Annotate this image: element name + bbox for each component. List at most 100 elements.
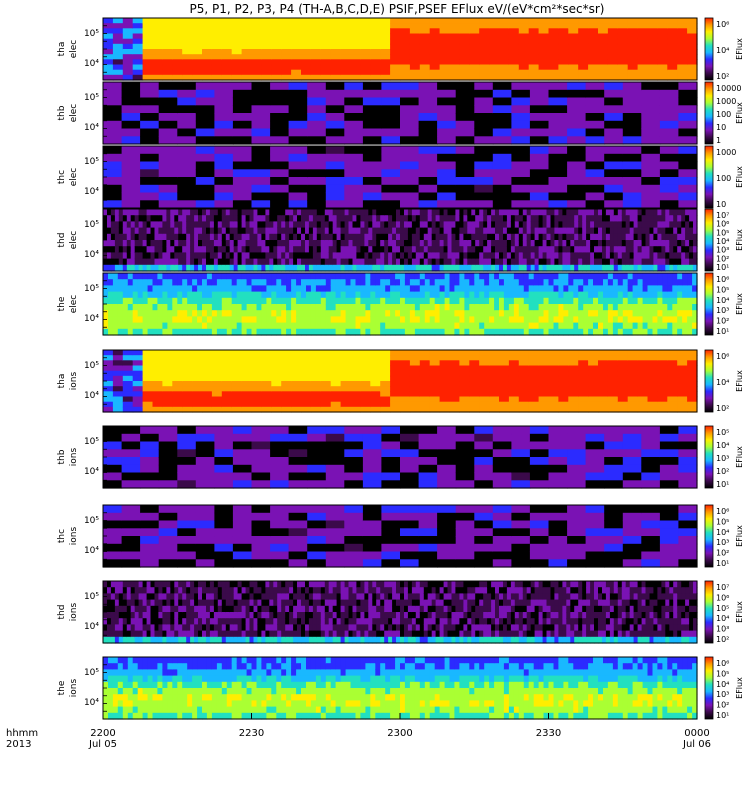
heatmap-cell	[538, 365, 550, 372]
heatmap-cell	[528, 18, 540, 24]
heatmap-cell	[657, 227, 662, 235]
heatmap-cell	[167, 279, 173, 286]
heatmap-cell	[400, 279, 406, 286]
heatmap-cell	[162, 215, 167, 222]
heatmap-cell	[370, 370, 381, 377]
heatmap-cell	[158, 192, 178, 201]
heatmap-cell	[344, 215, 350, 222]
heatmap-cell	[678, 153, 698, 163]
heatmap-cell	[265, 215, 270, 222]
heatmap-cell	[641, 233, 647, 241]
heatmap-cell	[548, 38, 559, 45]
heatmap-cell	[103, 146, 123, 155]
heatmap-cell	[692, 316, 698, 324]
heatmap-cell	[121, 82, 141, 91]
heatmap-cell	[434, 316, 441, 324]
heatmap-cell	[627, 355, 639, 361]
heatmap-cell	[607, 69, 619, 76]
heatmap-cell	[162, 233, 167, 241]
heatmap-cell	[330, 69, 342, 76]
heatmap-cell	[270, 105, 290, 114]
heatmap-cell	[251, 54, 262, 60]
heatmap-cell	[209, 252, 215, 260]
heatmap-cell	[444, 273, 451, 280]
heatmap-cell	[550, 227, 556, 235]
heatmap-cell	[320, 310, 327, 317]
heatmap-cell	[162, 365, 173, 372]
heatmap-cell	[281, 291, 287, 299]
heatmap-cell	[459, 23, 470, 29]
heatmap-cell	[627, 273, 634, 280]
heatmap-cell	[538, 258, 544, 266]
heatmap-cell	[162, 316, 168, 324]
heatmap-cell	[344, 449, 364, 458]
heatmap-cell	[629, 258, 635, 266]
heatmap-cell	[231, 396, 243, 403]
heatmap-cell	[281, 233, 286, 241]
heatmap-cell	[281, 215, 286, 222]
heatmap-cell	[217, 209, 223, 216]
heatmap-cell	[568, 273, 574, 280]
heatmap-cell	[142, 221, 148, 229]
heatmap-cell	[385, 279, 391, 286]
heatmap-cell	[202, 209, 207, 216]
heatmap-cell	[273, 227, 278, 235]
heatmap-cell	[270, 441, 290, 450]
heatmap-cell	[213, 258, 219, 266]
heatmap-cell	[528, 291, 535, 299]
heatmap-cell	[251, 69, 262, 76]
heatmap-cell	[492, 177, 512, 186]
heatmap-cell	[573, 279, 579, 286]
heatmap-cell	[271, 350, 282, 356]
colorbar-tick-label: 100	[716, 110, 731, 119]
heatmap-cell	[355, 285, 361, 293]
heatmap-cell	[345, 328, 352, 336]
heatmap-cell	[400, 381, 411, 387]
heatmap-cell	[672, 316, 678, 324]
heatmap-cell	[355, 328, 361, 336]
heatmap-cell	[627, 386, 639, 392]
heatmap-cell	[270, 128, 290, 137]
heatmap-cell	[451, 221, 457, 229]
heatmap-cell	[142, 297, 149, 305]
heatmap-cell	[270, 457, 290, 466]
heatmap-cell	[554, 209, 559, 216]
heatmap-cell	[182, 285, 188, 293]
heatmap-cell	[506, 246, 512, 253]
heatmap-cell	[423, 240, 429, 247]
heatmap-cell	[617, 64, 629, 71]
heatmap-cell	[229, 215, 235, 222]
heatmap-cell	[291, 304, 297, 311]
heatmap-cell	[103, 360, 114, 367]
heatmap-cell	[586, 246, 591, 253]
heatmap-cell	[214, 464, 234, 474]
heatmap-cell	[642, 328, 649, 336]
heatmap-cell	[632, 297, 639, 305]
heatmap-cell	[211, 322, 218, 330]
heatmap-cell	[508, 291, 515, 299]
heatmap-cell	[150, 240, 156, 247]
heatmap-cell	[443, 221, 449, 229]
heatmap-cell	[202, 355, 213, 361]
heatmap-cell	[152, 370, 163, 377]
heatmap-cell	[585, 82, 605, 91]
heatmap-cell	[418, 192, 438, 201]
heatmap-cell	[647, 279, 653, 286]
heatmap-cell	[548, 310, 554, 317]
heatmap-cell	[518, 38, 530, 45]
heatmap-cell	[479, 350, 490, 356]
heatmap-cell	[464, 279, 470, 286]
heatmap-cell	[107, 215, 112, 222]
heatmap-cell	[206, 304, 213, 311]
heatmap-cell	[637, 328, 644, 336]
heatmap-cell	[140, 153, 160, 163]
heatmap-cell	[529, 441, 550, 450]
heatmap-cell	[617, 375, 629, 382]
heatmap-cell	[195, 161, 215, 170]
heatmap-cell	[195, 128, 215, 137]
heatmap-cell	[400, 304, 406, 311]
heatmap-cell	[345, 297, 352, 305]
heatmap-cell	[330, 328, 337, 336]
heatmap-cell	[489, 360, 500, 367]
heatmap-cell	[602, 215, 607, 222]
